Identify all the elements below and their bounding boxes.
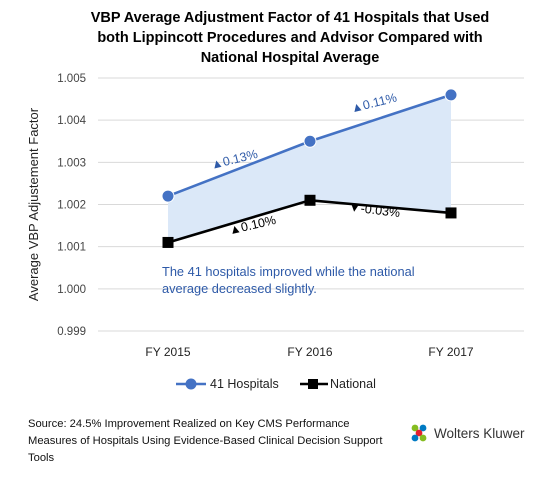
chart-title-line-1: VBP Average Adjustment Factor of 41 Hosp… bbox=[90, 10, 490, 26]
wolters-kluwer-logo-icon bbox=[411, 424, 427, 442]
line-chart: 0.999 1.000 1.001 1.002 1.003 1.004 1.005 Avera… bbox=[26, 73, 524, 391]
source-note: Source: 24.5% Improvement Realized on Ke… bbox=[28, 418, 383, 464]
x-tick-label: FY 2016 bbox=[287, 345, 332, 359]
legend-marker-hospitals bbox=[185, 378, 197, 390]
data-point bbox=[161, 189, 175, 203]
brand: Wolters Kluwer bbox=[408, 422, 525, 444]
chart-title-line-2: both Lippincott Procedures and Advisor C… bbox=[97, 30, 483, 46]
data-point bbox=[304, 194, 316, 206]
chart-title-line-3: National Hospital Average bbox=[200, 50, 380, 66]
brand-name: Wolters Kluwer bbox=[434, 425, 525, 441]
data-point bbox=[162, 236, 174, 248]
chart-title: VBP Average Adjustment Factor of 41 Hosp… bbox=[40, 8, 540, 68]
data-point bbox=[445, 207, 457, 219]
legend-label-national: National bbox=[330, 377, 376, 391]
y-tick-label: 1.003 bbox=[57, 157, 86, 169]
x-tick-label: FY 2017 bbox=[428, 345, 473, 359]
y-axis-label: Average VBP Adjustement Factor bbox=[26, 107, 41, 301]
y-tick-label: 1.002 bbox=[57, 200, 86, 212]
legend-label-hospitals: 41 Hospitals bbox=[210, 377, 279, 391]
chart-note-line: average decreased slightly. bbox=[162, 281, 317, 296]
change-annotation: ▲0.11% bbox=[349, 91, 398, 116]
y-tick-label: 1.005 bbox=[57, 73, 86, 85]
data-point bbox=[444, 88, 458, 102]
y-tick-label: 1.000 bbox=[57, 284, 86, 296]
y-tick-label: 0.999 bbox=[57, 326, 86, 338]
x-tick-label: FY 2015 bbox=[145, 345, 190, 359]
legend-marker-national bbox=[308, 379, 318, 389]
y-tick-label: 1.001 bbox=[57, 242, 86, 254]
shaded-area bbox=[168, 94, 451, 243]
data-point bbox=[303, 134, 317, 148]
y-tick-label: 1.004 bbox=[57, 115, 86, 127]
chart-note-line: The 41 hospitals improved while the nati… bbox=[162, 264, 415, 279]
change-annotation: ▼-0.03% bbox=[348, 200, 401, 220]
